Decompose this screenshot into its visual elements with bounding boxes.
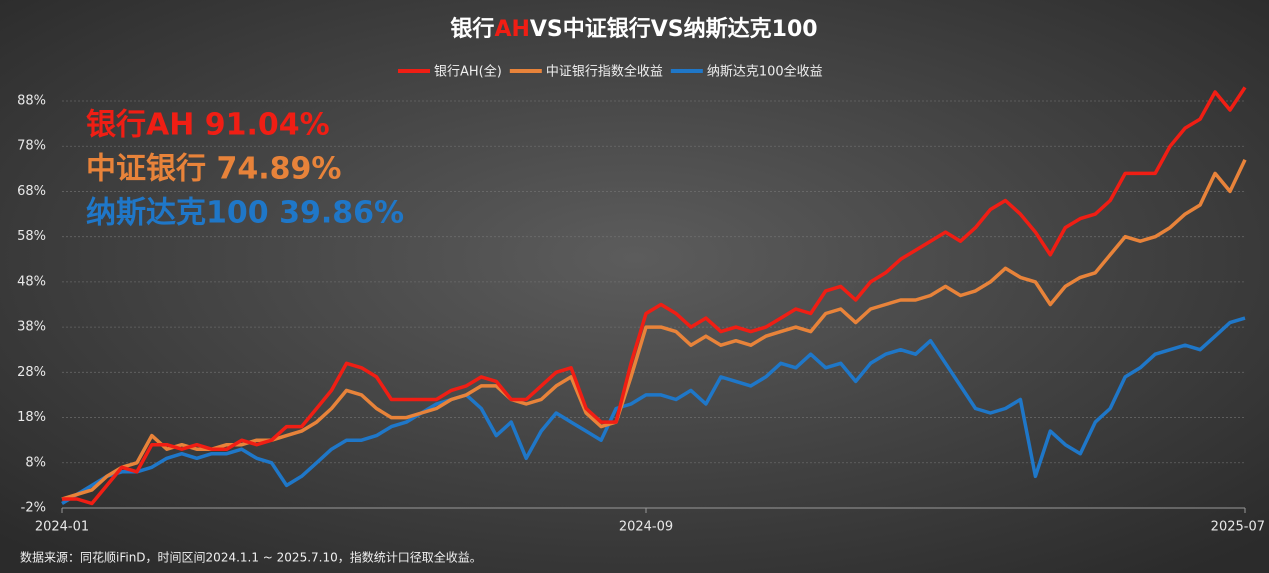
title-segment: AH [494,17,529,42]
y-tick-label: 68% [17,184,46,199]
y-tick-label: 58% [17,229,46,244]
series-line [61,316,1246,505]
title-segment: 银行 [450,16,494,42]
legend-label: 中证银行指数全收益 [546,64,663,80]
y-tick-label: 48% [17,274,46,289]
legend-label: 银行AH(全) [434,64,502,80]
y-tick-label: -2% [21,501,46,516]
annotation: 纳斯达克100 39.86% [86,196,404,231]
legend: 银行AH(全) 中证银行指数全收益 纳斯达克100全收益 [398,64,823,80]
y-tick-label: 78% [17,139,46,154]
source-note: 数据来源：同花顺iFinD，时间区间2024.1.1 ~ 2025.7.10，指… [20,550,482,565]
x-tick-label: 2024-09 [619,520,673,535]
y-tick-label: 38% [17,320,46,335]
title-segment: VS中证银行VS纳斯达克100 [530,16,818,42]
series-line [62,86,1247,506]
x-tick-label: 2025-07 [1211,520,1265,535]
series-line [61,159,1247,501]
legend-label: 纳斯达克100全收益 [707,64,823,80]
y-tick-label: 18% [17,410,46,425]
x-tick-label: 2024-01 [35,520,89,535]
annotation: 中证银行 74.89% [86,152,341,187]
y-tick-label: 8% [25,455,46,470]
y-tick-label: 28% [17,365,46,380]
chart-title: 银行AHVS中证银行VS纳斯达克100 [450,16,817,42]
annotation: 银行AH 91.04% [86,108,330,143]
y-tick-label: 88% [17,94,46,109]
